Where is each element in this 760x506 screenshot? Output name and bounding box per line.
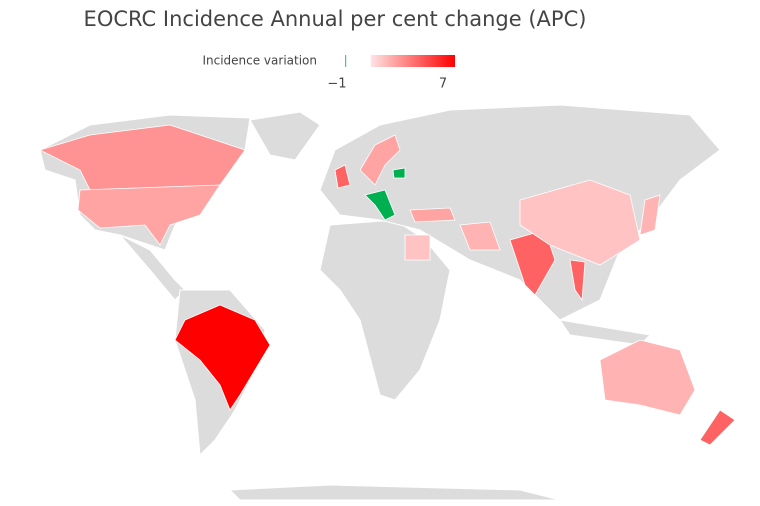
region	[359, 134, 401, 186]
region	[409, 207, 456, 223]
legend-tick-label: −1	[327, 77, 346, 92]
region	[392, 167, 406, 179]
region	[519, 179, 641, 266]
region	[77, 184, 221, 246]
legend-tick-label: 7	[439, 77, 447, 92]
region	[569, 259, 586, 302]
region	[599, 339, 696, 416]
region	[459, 221, 501, 251]
chart-title: EOCRC Incidence Annual per cent change (…	[84, 7, 587, 31]
legend-positive	[370, 55, 455, 67]
region	[334, 164, 351, 189]
region	[404, 234, 431, 261]
region	[699, 409, 736, 446]
legend-negative	[345, 55, 347, 67]
legend-title: Incidence variation	[202, 54, 317, 68]
region	[639, 194, 661, 236]
region	[174, 304, 271, 411]
region	[364, 189, 396, 221]
